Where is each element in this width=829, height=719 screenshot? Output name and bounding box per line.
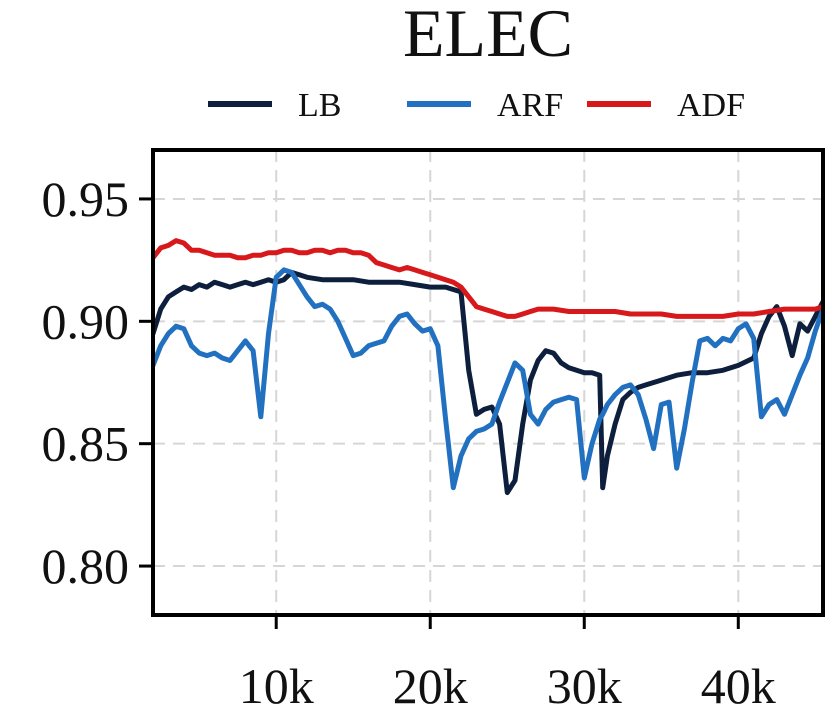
legend-label-adf: ADF: [677, 87, 745, 124]
legend-label-arf: ARF: [497, 87, 563, 124]
y-tick-label: 0.80: [42, 538, 130, 594]
series-line-arf: [153, 267, 823, 491]
x-tick-label: 20k: [393, 658, 468, 714]
x-tick-label: 40k: [701, 658, 776, 714]
y-tick-label: 0.85: [42, 416, 130, 472]
ticks: 0.80 0.85 0.90 0.95 10k 20k 30k 40k: [42, 171, 776, 714]
legend-label-lb: LB: [298, 87, 341, 124]
x-tick-label: 10k: [239, 658, 314, 714]
legend: LB ARF ADF: [208, 87, 745, 124]
x-tick-label: 30k: [547, 658, 622, 714]
y-tick-label: 0.95: [42, 171, 130, 227]
chart-title: ELEC: [403, 0, 573, 71]
y-tick-label: 0.90: [42, 293, 130, 349]
series-line-adf: [153, 238, 823, 319]
series-line-lb: [153, 269, 823, 496]
series-layer: [153, 238, 823, 496]
grid: [153, 150, 823, 615]
plot-frame: [151, 148, 825, 617]
